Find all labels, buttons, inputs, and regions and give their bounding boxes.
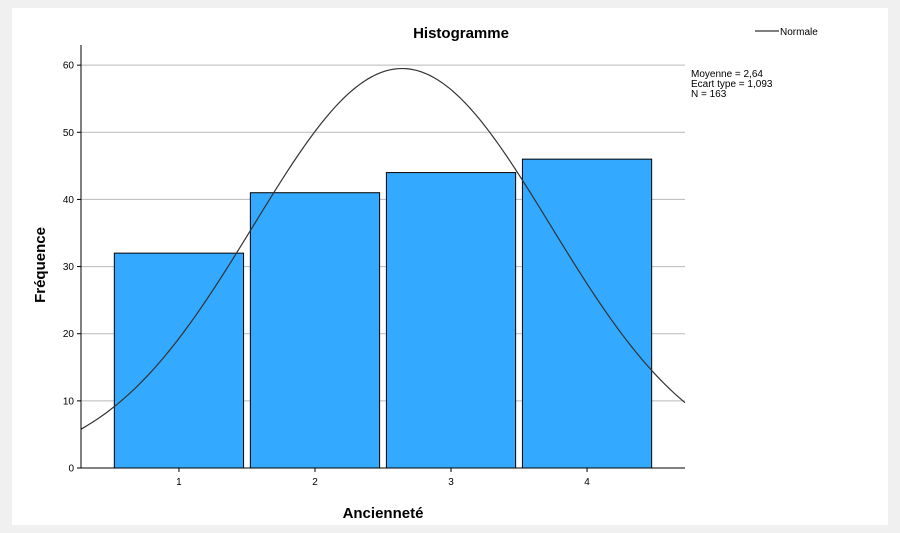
x-tick-label: 1 bbox=[176, 477, 182, 488]
bars bbox=[113, 158, 653, 469]
y-ticks: 0 10 20 30 40 50 60 bbox=[63, 61, 81, 475]
bar-1 bbox=[113, 252, 245, 469]
x-axis-label: Ancienneté bbox=[343, 505, 424, 522]
y-tick-label: 30 bbox=[63, 262, 75, 273]
x-ticks: 1 2 3 4 bbox=[176, 468, 590, 488]
stats-box: Moyenne = 2,64 Ecart type = 1,093 N = 16… bbox=[691, 69, 773, 100]
y-tick-label: 50 bbox=[63, 128, 75, 139]
x-tick-label: 2 bbox=[312, 477, 318, 488]
legend: Normale bbox=[755, 27, 818, 38]
y-tick-label: 10 bbox=[63, 396, 75, 407]
y-tick-label: 60 bbox=[63, 61, 75, 72]
legend-label-normale: Normale bbox=[780, 27, 818, 38]
chart-panel: 0 10 20 30 40 50 60 1 2 3 4 Histogramme Anciennet… bbox=[12, 8, 888, 525]
histogram-chart: 0 10 20 30 40 50 60 1 2 3 4 Histogramme Anciennet… bbox=[32, 25, 818, 522]
chart-title: Histogramme bbox=[413, 25, 509, 42]
y-tick-label: 20 bbox=[63, 329, 75, 340]
stat-n: N = 163 bbox=[691, 89, 727, 100]
stat-mean: Moyenne = 2,64 bbox=[691, 69, 763, 80]
normal-curve-line bbox=[80, 67, 686, 430]
bar-4 bbox=[521, 158, 653, 469]
y-axis-label: Fréquence bbox=[32, 227, 49, 303]
x-tick-label: 3 bbox=[448, 477, 454, 488]
y-tick-label: 40 bbox=[63, 195, 75, 206]
x-tick-label: 4 bbox=[584, 477, 590, 488]
bar-2 bbox=[249, 192, 381, 469]
stat-sd: Ecart type = 1,093 bbox=[691, 79, 773, 90]
y-tick-label: 0 bbox=[68, 464, 74, 475]
bar-3 bbox=[385, 172, 517, 469]
